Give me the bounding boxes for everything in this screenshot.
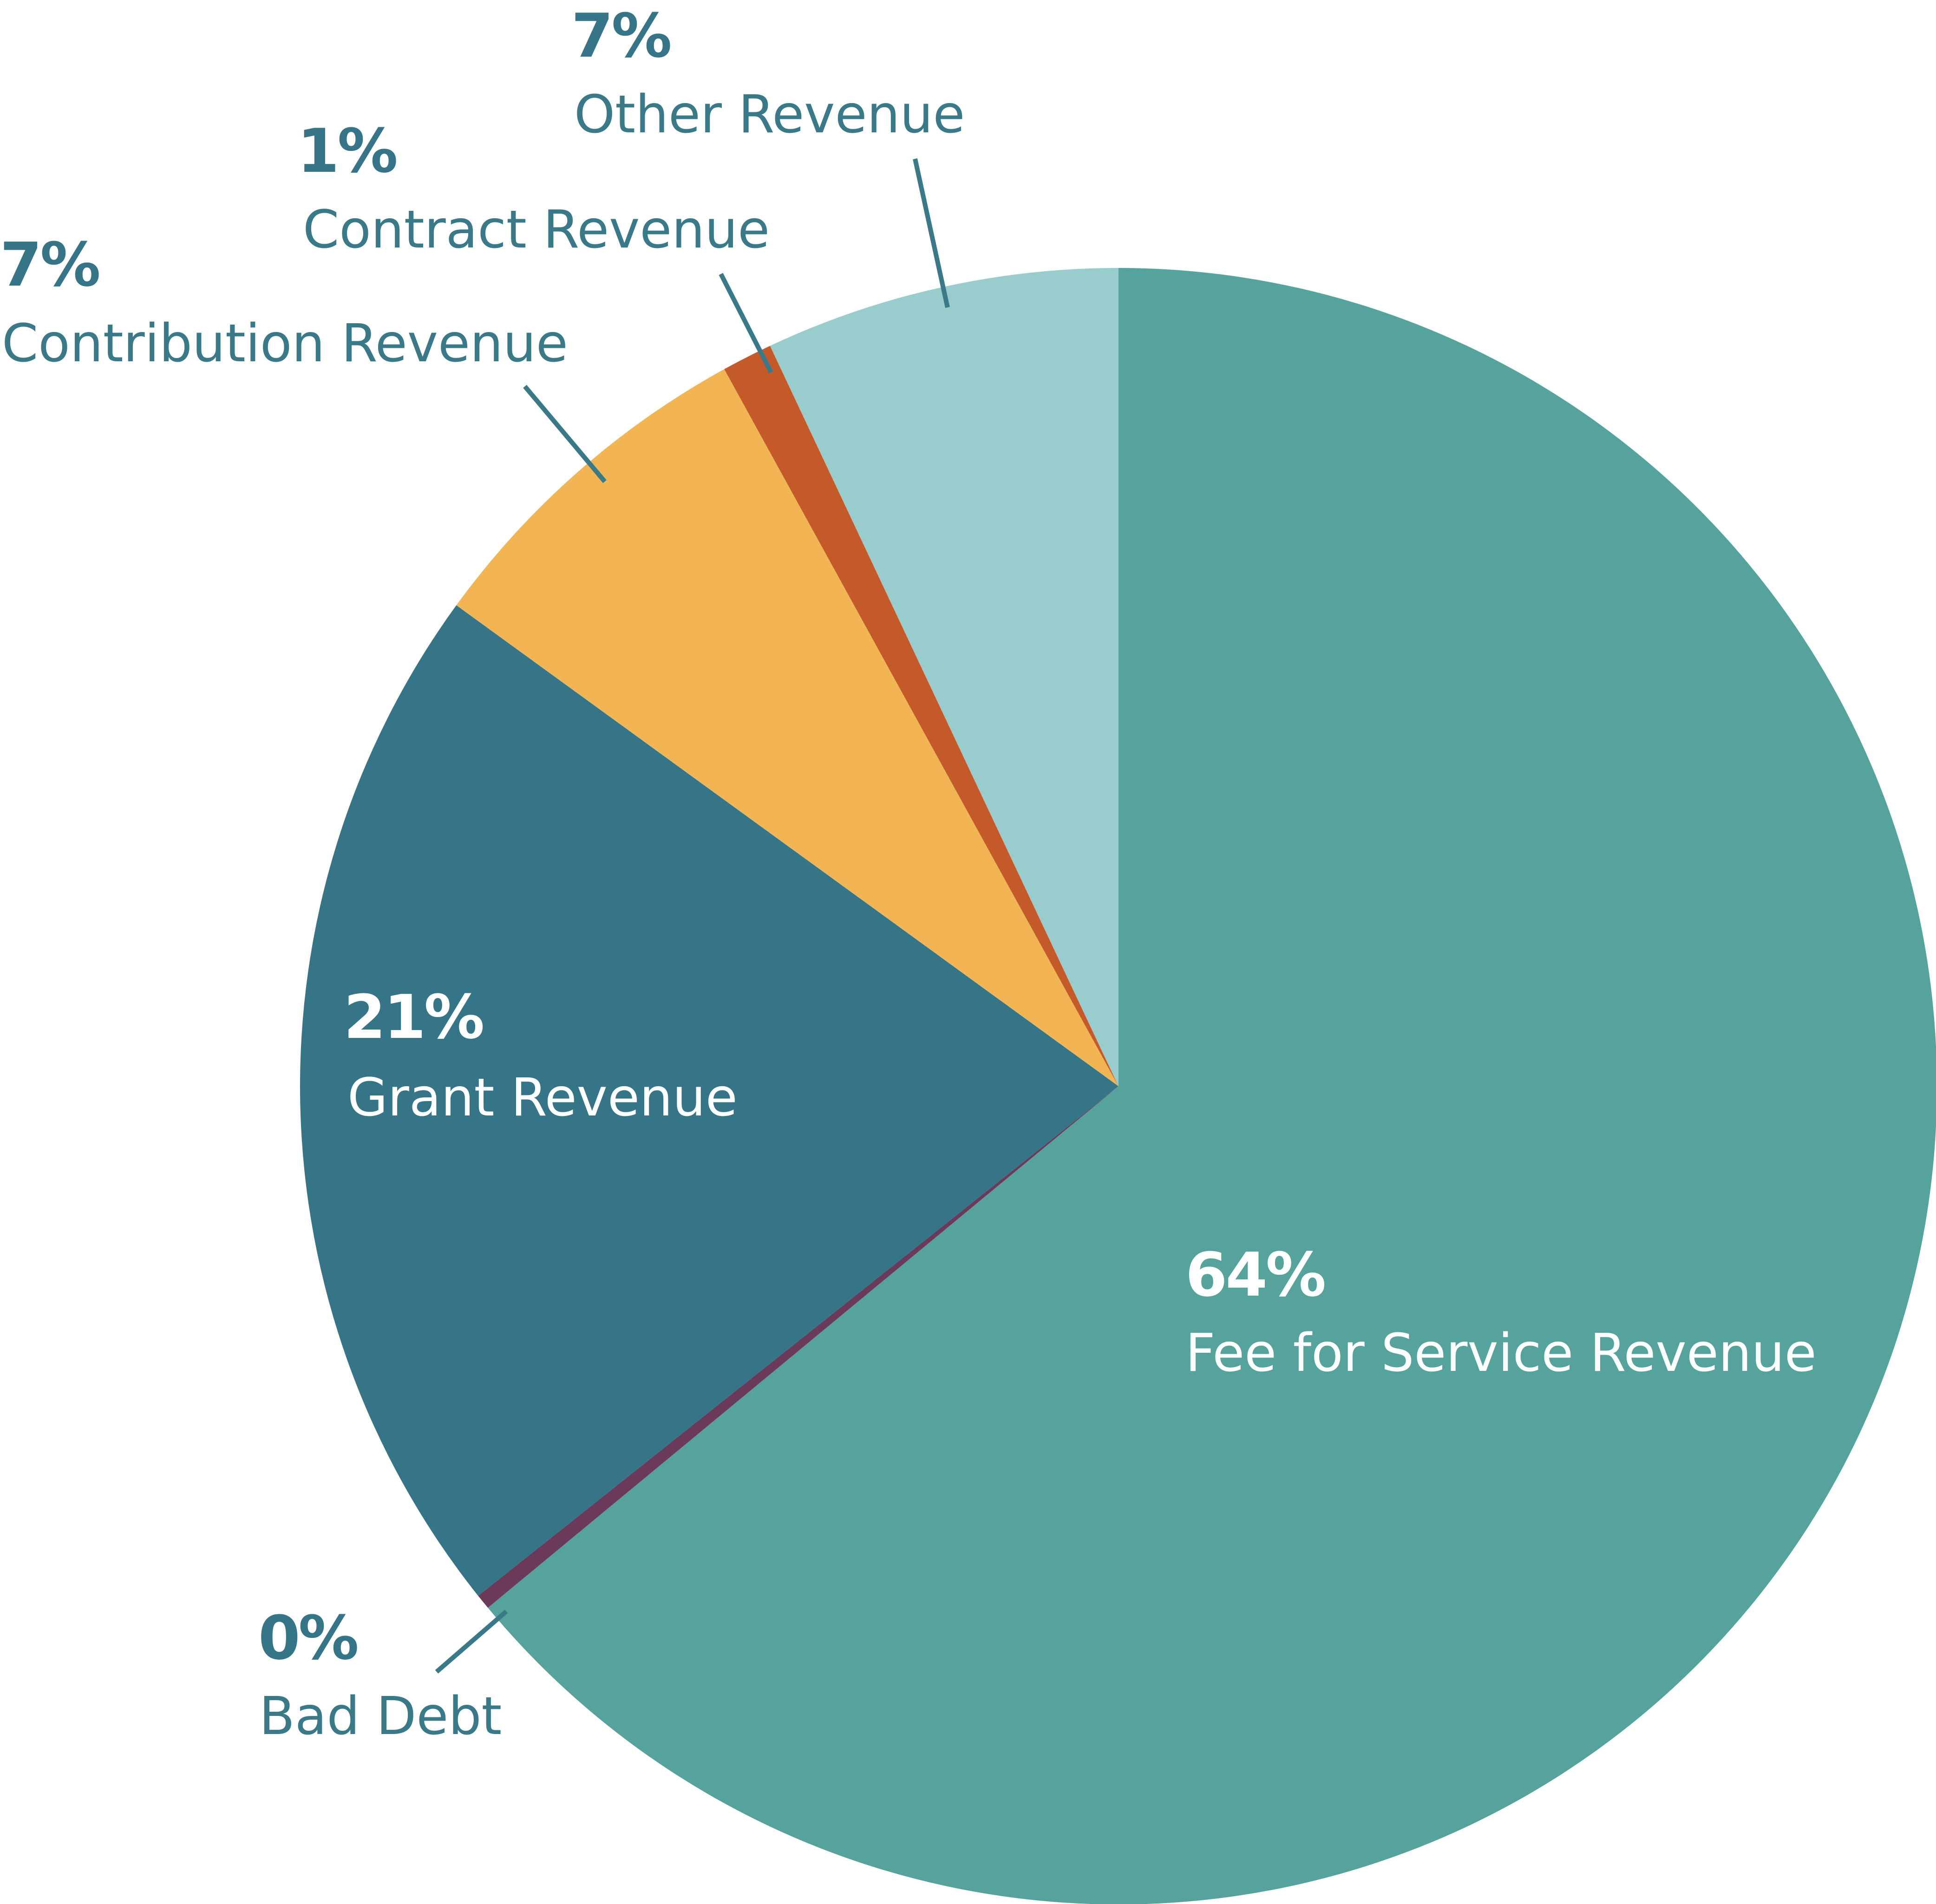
pie-slice-fee-for-service-revenue	[488, 268, 1936, 1904]
pie-slice-grant-revenue	[300, 605, 1118, 1596]
leader-line-contract	[719, 273, 773, 374]
pie-slices	[300, 268, 1936, 1904]
leader-line-bad-debt	[435, 1610, 508, 1674]
slice-percent-fee-for-service: 64%	[1185, 1239, 1325, 1310]
leader-line-other	[913, 158, 950, 308]
slice-label-other: Other Revenue	[574, 85, 965, 145]
slice-label-fee-for-service: Fee for Service Revenue	[1185, 1323, 1817, 1383]
slice-percent-grant: 21%	[344, 982, 483, 1052]
leader-lines	[435, 158, 950, 1674]
pie-slice-contract-revenue	[724, 346, 1118, 1087]
pie-slice-bad-debt	[478, 1086, 1118, 1608]
pie-slice-other-revenue	[770, 268, 1118, 1086]
slice-percent-other: 7%	[571, 0, 670, 71]
slice-percent-contribution: 7%	[0, 229, 99, 300]
leader-line-contribution	[523, 385, 607, 483]
slice-label-contribution: Contribution Revenue	[2, 313, 568, 374]
slice-label-contract: Contract Revenue	[303, 200, 770, 260]
slice-label-bad-debt: Bad Debt	[259, 1686, 502, 1747]
slice-percent-bad-debt: 0%	[258, 1603, 357, 1673]
pie-slice-contribution-revenue	[456, 369, 1118, 1086]
slice-label-grant: Grant Revenue	[347, 1068, 738, 1128]
slice-percent-contract: 1%	[297, 116, 396, 186]
